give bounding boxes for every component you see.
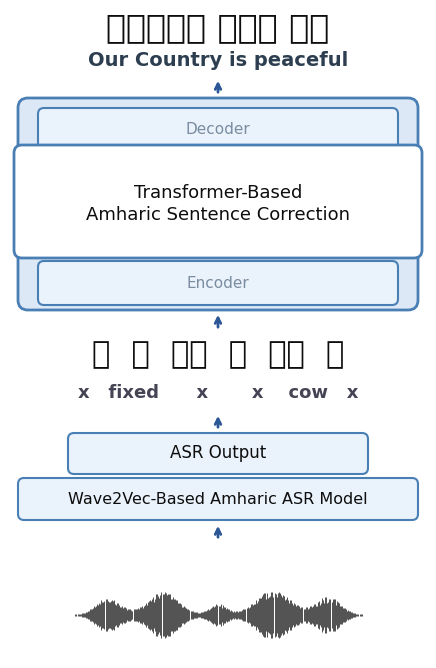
FancyBboxPatch shape <box>14 145 422 258</box>
Text: Wave2Vec-Based Amharic ASR Model: Wave2Vec-Based Amharic ASR Model <box>68 492 368 506</box>
FancyBboxPatch shape <box>18 98 418 310</box>
Text: Transformer-Based: Transformer-Based <box>134 184 302 202</box>
Text: Decoder: Decoder <box>186 122 250 138</box>
FancyBboxPatch shape <box>38 108 398 152</box>
Text: x   fixed      x       x    cow   x: x fixed x x cow x <box>78 384 358 402</box>
Text: Encoder: Encoder <box>187 275 249 291</box>
Text: Our Country is peaceful: Our Country is peaceful <box>88 51 348 69</box>
Text: ASR Output: ASR Output <box>170 444 266 462</box>
Text: Amharic Sentence Correction: Amharic Sentence Correction <box>86 206 350 224</box>
FancyBboxPatch shape <box>18 478 418 520</box>
FancyBboxPatch shape <box>68 433 368 474</box>
FancyBboxPatch shape <box>38 261 398 305</box>
Text: ሀ  ጋ  ቻን  ሰ  ላም  ነ: ሀ ጋ ቻን ሰ ላም ነ <box>92 339 344 371</box>
Text: ህገራቻን ሰላም ነው: ህገራቻን ሰላም ነው <box>106 11 330 45</box>
